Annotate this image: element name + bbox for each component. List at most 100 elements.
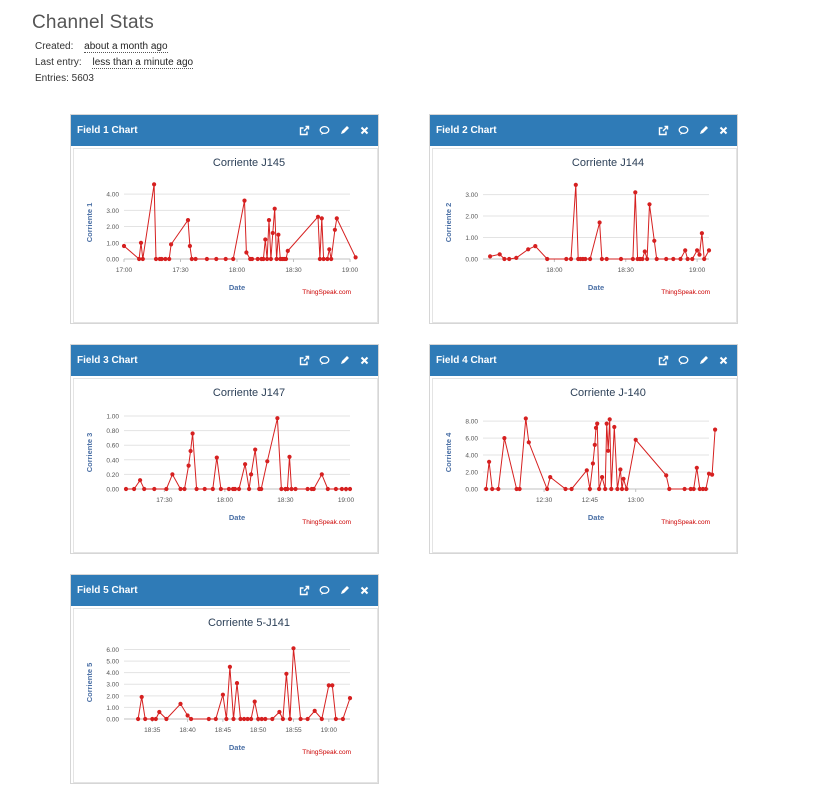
data-point[interactable] (214, 256, 219, 262)
data-point[interactable] (603, 486, 608, 492)
data-point[interactable] (263, 716, 268, 722)
data-point[interactable] (526, 440, 531, 445)
data-point[interactable] (280, 716, 285, 722)
thingspeak-credit[interactable]: ThingSpeak.com (661, 289, 710, 296)
data-point[interactable] (242, 198, 247, 203)
data-point[interactable] (223, 256, 228, 262)
data-point[interactable] (592, 442, 597, 447)
data-point[interactable] (606, 448, 611, 453)
data-point[interactable] (136, 716, 141, 722)
data-point[interactable] (633, 190, 638, 195)
data-point[interactable] (618, 256, 624, 262)
data-point[interactable] (138, 240, 144, 245)
data-point[interactable] (218, 486, 223, 492)
external-link-icon[interactable] (299, 125, 310, 136)
data-point[interactable] (245, 716, 250, 722)
data-point[interactable] (247, 486, 252, 492)
data-point[interactable] (703, 486, 708, 492)
data-point[interactable] (312, 708, 317, 713)
data-point[interactable] (210, 486, 215, 492)
data-point[interactable] (697, 252, 702, 257)
data-point[interactable] (690, 256, 695, 262)
data-point[interactable] (277, 709, 282, 715)
data-point[interactable] (588, 256, 593, 262)
data-point[interactable] (604, 256, 609, 262)
data-point[interactable] (285, 486, 290, 492)
data-point[interactable] (583, 256, 588, 262)
data-point[interactable] (609, 486, 614, 492)
data-point[interactable] (488, 254, 493, 259)
data-point[interactable] (204, 256, 209, 262)
data-point[interactable] (250, 256, 255, 262)
data-point[interactable] (284, 671, 289, 676)
data-point[interactable] (265, 459, 270, 464)
data-point[interactable] (710, 472, 715, 477)
data-point[interactable] (232, 486, 238, 492)
data-point[interactable] (182, 486, 187, 492)
data-point[interactable] (253, 447, 258, 452)
data-point[interactable] (202, 486, 207, 492)
data-point[interactable] (186, 463, 191, 468)
data-point[interactable] (270, 230, 275, 236)
data-point[interactable] (169, 242, 174, 247)
data-point[interactable] (590, 461, 595, 466)
external-link-icon[interactable] (299, 355, 310, 366)
data-point[interactable] (259, 486, 264, 492)
data-point[interactable] (266, 218, 272, 223)
data-point[interactable] (502, 436, 507, 441)
data-point[interactable] (123, 486, 129, 492)
data-point[interactable] (178, 486, 183, 492)
data-point[interactable] (343, 486, 349, 492)
data-point[interactable] (213, 716, 218, 722)
pencil-icon[interactable] (698, 125, 709, 136)
data-point[interactable] (274, 256, 279, 262)
data-point[interactable] (187, 243, 192, 249)
comment-icon[interactable] (678, 125, 689, 136)
data-point[interactable] (347, 696, 353, 701)
data-point[interactable] (261, 256, 266, 262)
data-point[interactable] (640, 256, 645, 262)
data-point[interactable] (220, 692, 225, 697)
data-point[interactable] (143, 716, 148, 722)
data-point[interactable] (153, 716, 158, 722)
data-point[interactable] (682, 486, 687, 492)
data-point[interactable] (189, 256, 194, 262)
data-point[interactable] (275, 416, 280, 421)
last-entry-value[interactable]: less than a minute ago (92, 57, 194, 69)
data-point[interactable] (193, 256, 198, 262)
data-point[interactable] (270, 716, 275, 722)
data-point[interactable] (694, 465, 699, 470)
data-point[interactable] (265, 256, 270, 262)
data-point[interactable] (569, 486, 574, 492)
created-value[interactable]: about a month ago (84, 41, 168, 53)
thingspeak-credit[interactable]: ThingSpeak.com (661, 519, 710, 526)
data-point[interactable] (695, 248, 700, 253)
data-point[interactable] (339, 486, 344, 492)
external-link-icon[interactable] (299, 585, 310, 596)
data-point[interactable] (311, 486, 316, 492)
comment-icon[interactable] (319, 355, 330, 366)
data-point[interactable] (268, 256, 273, 262)
data-point[interactable] (599, 256, 604, 262)
data-point[interactable] (159, 256, 164, 262)
data-point[interactable] (624, 486, 629, 492)
pencil-icon[interactable] (698, 355, 709, 366)
data-point[interactable] (150, 716, 155, 722)
data-point[interactable] (523, 416, 528, 421)
data-point[interactable] (325, 256, 330, 262)
data-point[interactable] (587, 486, 592, 492)
data-point[interactable] (242, 716, 247, 722)
data-point[interactable] (305, 486, 310, 492)
data-point[interactable] (189, 716, 194, 722)
data-point[interactable] (234, 681, 240, 686)
data-point[interactable] (683, 248, 688, 253)
data-point[interactable] (685, 256, 690, 262)
data-point[interactable] (340, 716, 345, 722)
data-point[interactable] (194, 486, 199, 492)
data-point[interactable] (139, 694, 144, 700)
data-point[interactable] (163, 256, 168, 262)
data-point[interactable] (700, 486, 705, 492)
data-point[interactable] (185, 713, 190, 718)
data-point[interactable] (305, 716, 310, 722)
data-point[interactable] (293, 486, 298, 492)
